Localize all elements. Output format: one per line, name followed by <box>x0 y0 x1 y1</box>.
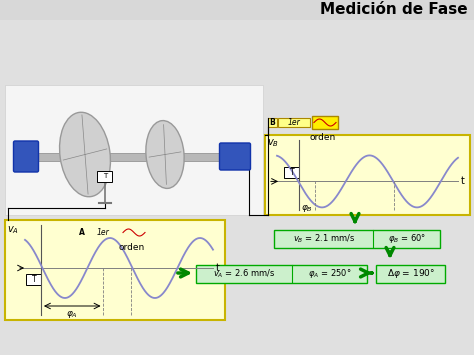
FancyBboxPatch shape <box>98 170 112 181</box>
Text: t: t <box>461 176 465 186</box>
FancyBboxPatch shape <box>219 143 250 170</box>
Text: Medición de Fase: Medición de Fase <box>320 2 468 17</box>
FancyBboxPatch shape <box>268 118 277 127</box>
FancyBboxPatch shape <box>5 85 263 215</box>
Ellipse shape <box>60 112 110 197</box>
Text: T: T <box>32 274 36 284</box>
Ellipse shape <box>146 121 184 189</box>
FancyBboxPatch shape <box>197 264 367 283</box>
FancyBboxPatch shape <box>376 264 446 283</box>
Text: T: T <box>103 173 107 179</box>
FancyBboxPatch shape <box>27 273 42 284</box>
Text: $\varphi_A$ = 250°: $\varphi_A$ = 250° <box>308 267 352 280</box>
FancyBboxPatch shape <box>87 228 119 237</box>
FancyBboxPatch shape <box>0 0 474 20</box>
Text: orden: orden <box>310 132 336 142</box>
FancyBboxPatch shape <box>274 229 440 247</box>
Text: $\varphi_B$ = 60°: $\varphi_B$ = 60° <box>388 232 426 245</box>
Text: T: T <box>290 168 294 177</box>
FancyBboxPatch shape <box>5 220 225 320</box>
FancyBboxPatch shape <box>284 167 300 178</box>
Text: $\Delta\varphi$ = 190°: $\Delta\varphi$ = 190° <box>387 267 435 280</box>
FancyBboxPatch shape <box>265 135 470 215</box>
FancyBboxPatch shape <box>278 118 310 127</box>
FancyBboxPatch shape <box>121 226 147 239</box>
Text: orden: orden <box>119 242 145 251</box>
Text: B: B <box>270 118 275 127</box>
FancyBboxPatch shape <box>13 141 38 172</box>
FancyBboxPatch shape <box>35 153 233 160</box>
Text: $v_A$ = 2.6 mm/s: $v_A$ = 2.6 mm/s <box>213 267 275 280</box>
Text: $v_B$: $v_B$ <box>267 137 279 149</box>
FancyBboxPatch shape <box>77 228 86 237</box>
Text: 1er: 1er <box>97 228 109 237</box>
Text: A: A <box>79 228 84 237</box>
Text: $\varphi_A$: $\varphi_A$ <box>66 308 78 320</box>
FancyBboxPatch shape <box>312 116 338 129</box>
Text: t: t <box>216 263 220 273</box>
Text: $\varphi_B$: $\varphi_B$ <box>301 202 313 213</box>
Text: 1er: 1er <box>288 118 301 127</box>
Text: $v_B$ = 2.1 mm/s: $v_B$ = 2.1 mm/s <box>292 232 356 245</box>
Text: $v_A$: $v_A$ <box>7 224 19 236</box>
